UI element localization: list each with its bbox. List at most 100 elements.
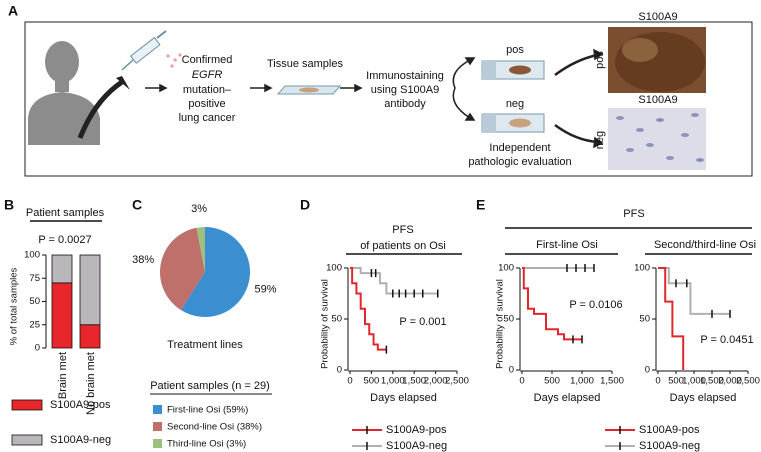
x-tick-label: 0 [347,376,352,387]
chart-title: Second/third-line Osi [654,239,756,251]
pie-slice [159,227,205,310]
x-axis-title: Days elapsed [670,392,737,404]
stained-tissue [509,65,531,75]
x-tick-label: Brain met [57,352,69,399]
injection-arrow [77,79,124,139]
step-text: Tissue samples [267,58,344,70]
step-text: positive [188,98,225,110]
y-axis-title: Probability of survival [495,279,506,369]
pie-slice [196,227,205,272]
legend-swatch [11,434,43,446]
panel-label: B [4,197,14,213]
bar-segment [51,282,73,349]
step-text: Immunostaining [366,70,444,82]
y-tick-label: 0 [509,365,514,376]
image-title: S100A9 [638,94,677,106]
legend-title: Patient samples (n = 29) [150,380,270,392]
tissue [299,87,319,93]
step-text: lung cancer [179,112,236,124]
image-label: neg [594,131,606,149]
slide-label: pos [506,44,524,56]
x-tick-label: 500 [544,376,560,387]
bar-segment [51,254,73,284]
arrow-head [116,76,130,90]
x-tick-label: 2,500 [445,376,469,387]
syringe [121,30,182,71]
pie-caption: Treatment lines [167,339,243,351]
legend-swatch [153,439,162,448]
ihc-image-neg [608,108,706,170]
y-tick-label: 0 [645,365,650,376]
y-tick-label: 100 [634,263,650,274]
x-tick-label: 1,000 [381,376,405,387]
legend-label: S100A9-pos [50,399,111,411]
bar-segment [79,254,101,326]
survival-curve [658,267,685,370]
x-tick-label: 1,000 [682,376,706,387]
chart-subtitle: of patients on Osi [360,240,446,252]
p-value: P = 0.0106 [569,299,622,311]
legend-label: S100A9-pos [639,424,700,436]
legend-label: S100A9-pos [386,424,447,436]
x-tick-label: 500 [363,376,379,387]
step-text: EGFR [192,69,223,81]
slide-label-area [482,61,496,79]
x-tick-label: 0 [519,376,524,387]
panel-label: A [8,3,18,19]
patient-icon [28,41,100,145]
y-tick-label: 100 [326,263,342,274]
step-text: antibody [384,98,426,110]
ihc-nuclei [616,113,704,162]
y-tick-label: 50 [639,314,650,325]
x-tick-label: 500 [668,376,684,387]
ihc-texture [622,38,658,62]
step-text: Independent [489,142,550,154]
step-text: pathologic evaluation [468,156,571,168]
slide-label-area [482,114,496,132]
y-tick-label: 75 [29,273,40,284]
panel-label: D [300,197,310,213]
x-axis-title: Days elapsed [534,392,601,404]
step-text: mutation– [183,84,232,96]
pie-slice [180,227,250,317]
slice-label: 3% [191,203,207,215]
legend-label: Third-line Osi (3%) [167,439,246,450]
y-tick-label: 0 [35,343,40,354]
y-tick-label: 50 [503,314,514,325]
unstained-tissue [509,118,531,128]
legend-swatch [153,405,162,414]
legend-label: S100A9-neg [50,434,111,446]
bar-segment [79,324,101,349]
chart-title: Patient samples [26,207,105,219]
y-tick-label: 100 [498,263,514,274]
flow-arrows [145,48,604,149]
panel-box [24,21,753,177]
x-tick-label: 2,000 [424,376,448,387]
step-text: using S100A9 [371,84,440,96]
slide-label: neg [506,98,524,110]
p-value: P = 0.001 [399,316,446,328]
slice-label: 38% [132,254,154,266]
y-axis-title: Probability of survival [320,279,331,369]
x-axis-title: Days elapsed [370,392,437,404]
legend-swatch [153,422,162,431]
image-label: pos [594,51,606,69]
y-tick-label: 50 [29,296,40,307]
legend-label: S100A9-neg [639,440,700,452]
legend-label: S100A9-neg [386,440,447,452]
y-tick-label: 50 [331,314,342,325]
x-tick-label: No brain met [85,352,97,415]
panel-label: E [476,197,485,213]
x-tick-label: 1,500 [402,376,426,387]
p-value: P = 0.0027 [38,234,91,246]
x-tick-label: 1,000 [570,376,594,387]
x-tick-label: 2,000 [718,376,742,387]
y-axis-title: % of total samples [9,267,20,345]
chart-title: PFS [392,224,413,236]
slice-label: 59% [254,283,276,295]
legend-label: First-line Osi (59%) [167,405,248,416]
image-title: S100A9 [638,11,677,23]
x-tick-label: 1,500 [600,376,624,387]
x-tick-label: 2,500 [736,376,760,387]
